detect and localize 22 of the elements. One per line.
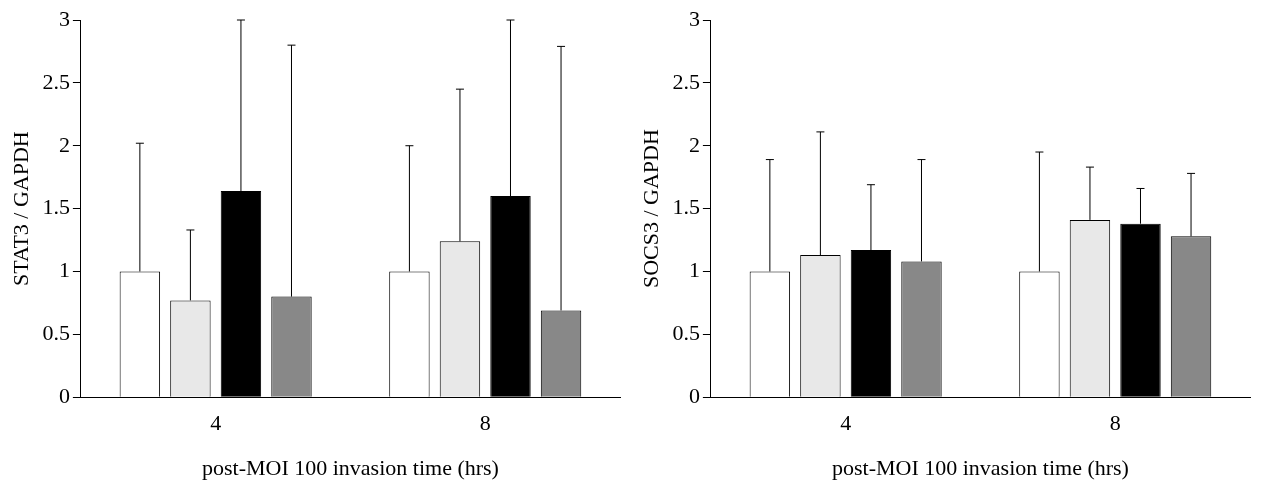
- y-tick-label: 3: [688, 5, 700, 31]
- y-tick-label: 1: [58, 257, 70, 283]
- y-tick-label: 3: [58, 5, 70, 31]
- y-axis-title: STAT3 / GAPDH: [7, 131, 33, 286]
- x-tick-label: 4: [840, 410, 852, 436]
- y-tick-label: 1.5: [42, 194, 70, 220]
- y-axis-title: SOCS3 / GAPDH: [637, 129, 663, 289]
- y-tick-label: 0: [688, 382, 700, 408]
- y-tick-label: 1.5: [672, 194, 700, 220]
- y-tick-label: 0: [58, 382, 70, 408]
- y-tick-label: 2.5: [42, 68, 70, 94]
- y-tick-label: 0.5: [672, 320, 700, 346]
- y-tick-label: 2.5: [672, 68, 700, 94]
- y-tick-label: 0.5: [42, 320, 70, 346]
- x-tick-label: 4: [210, 410, 222, 436]
- x-axis-title: post-MOI 100 invasion time (hrs): [831, 454, 1129, 480]
- x-tick-label: 8: [479, 410, 491, 436]
- x-axis-title: post-MOI 100 invasion time (hrs): [201, 454, 499, 480]
- y-tick-label: 2: [58, 131, 70, 157]
- y-tick-label: 2: [688, 131, 700, 157]
- x-tick-label: 8: [1109, 410, 1121, 436]
- y-tick-label: 1: [688, 257, 700, 283]
